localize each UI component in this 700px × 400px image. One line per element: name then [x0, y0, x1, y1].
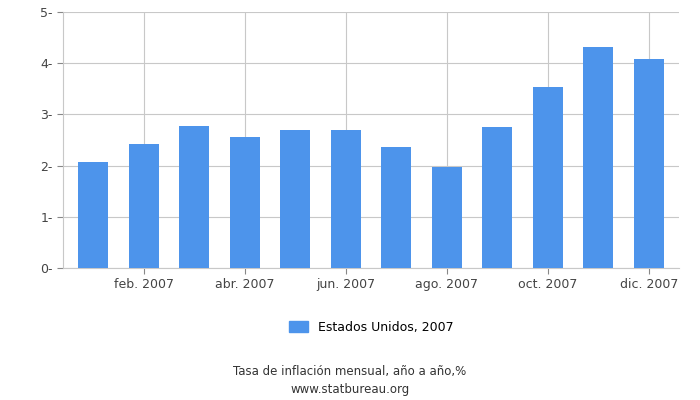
Bar [280, 130, 310, 268]
Bar [482, 127, 512, 268]
Bar [230, 137, 260, 268]
Text: www.statbureau.org: www.statbureau.org [290, 384, 410, 396]
Bar [129, 144, 159, 268]
Bar [78, 162, 108, 268]
Text: Tasa de inflación mensual, año a año,%: Tasa de inflación mensual, año a año,% [233, 366, 467, 378]
Bar [330, 130, 361, 268]
Bar [583, 47, 613, 268]
Legend: Estados Unidos, 2007: Estados Unidos, 2007 [284, 316, 458, 338]
Bar [179, 126, 209, 268]
Bar [634, 59, 664, 268]
Bar [432, 167, 462, 268]
Bar [381, 147, 412, 268]
Bar [533, 87, 563, 268]
